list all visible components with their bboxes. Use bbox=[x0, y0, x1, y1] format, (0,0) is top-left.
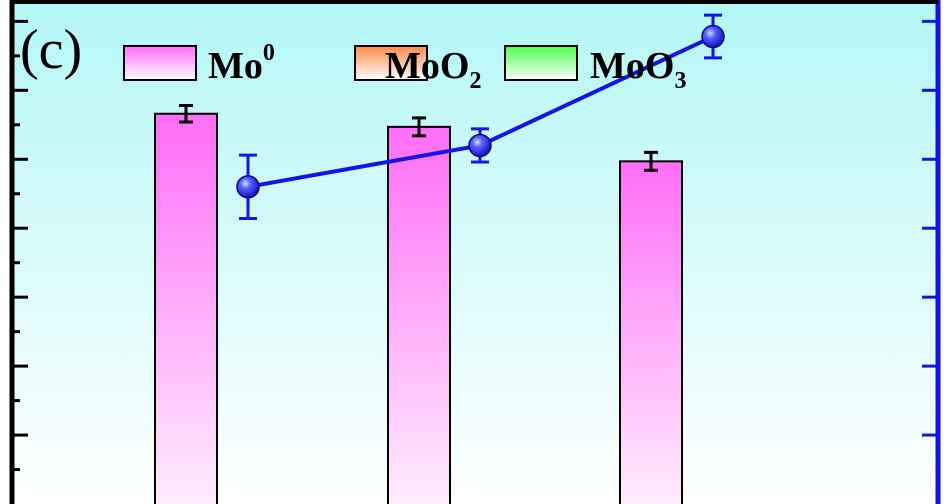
legend-label: Mo0 bbox=[208, 40, 275, 87]
bar-error-bar bbox=[179, 103, 193, 124]
bar-error-bar bbox=[412, 116, 426, 138]
right-axis-ticks bbox=[922, 19, 938, 437]
legend-superscript: 0 bbox=[263, 40, 275, 66]
bar-error-bars bbox=[179, 103, 658, 172]
legend-label: MoO2 bbox=[385, 45, 481, 94]
bar-error-bar bbox=[644, 150, 658, 172]
legend-item: MoO3 bbox=[504, 45, 686, 94]
legend-item: MoO2 bbox=[354, 45, 481, 94]
data-point bbox=[468, 133, 492, 158]
bar bbox=[154, 112, 218, 504]
data-point bbox=[701, 24, 725, 49]
data-point bbox=[236, 175, 260, 199]
legend-subscript: 2 bbox=[469, 68, 481, 94]
bar bbox=[619, 160, 683, 504]
legend-label: MoO3 bbox=[590, 45, 686, 94]
legend-swatch bbox=[504, 45, 578, 81]
legend-subscript: 3 bbox=[674, 68, 686, 94]
bar bbox=[387, 125, 451, 504]
legend-swatch bbox=[354, 45, 428, 81]
bar-series bbox=[154, 112, 683, 504]
legend: Mo0 MoO2 MoO3 bbox=[123, 40, 686, 94]
panel-label: (c) bbox=[20, 19, 82, 81]
legend-item: Mo0 bbox=[123, 40, 275, 87]
line-series bbox=[236, 13, 725, 221]
legend-swatch bbox=[123, 45, 197, 81]
